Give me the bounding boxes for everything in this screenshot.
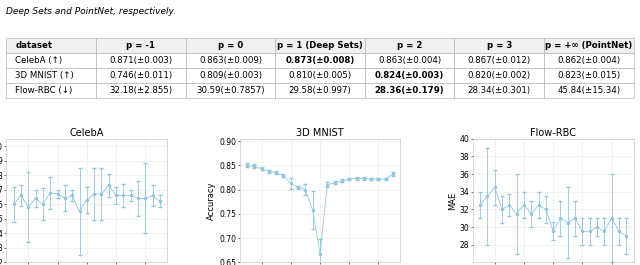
Title: CelebA: CelebA bbox=[70, 128, 104, 138]
Text: Deep Sets and PointNet, respectively.: Deep Sets and PointNet, respectively. bbox=[6, 7, 177, 16]
Title: 3D MNIST: 3D MNIST bbox=[296, 128, 344, 138]
Y-axis label: Accuracy: Accuracy bbox=[207, 181, 216, 220]
Title: Flow-RBC: Flow-RBC bbox=[530, 128, 576, 138]
Y-axis label: MAE: MAE bbox=[448, 191, 457, 210]
